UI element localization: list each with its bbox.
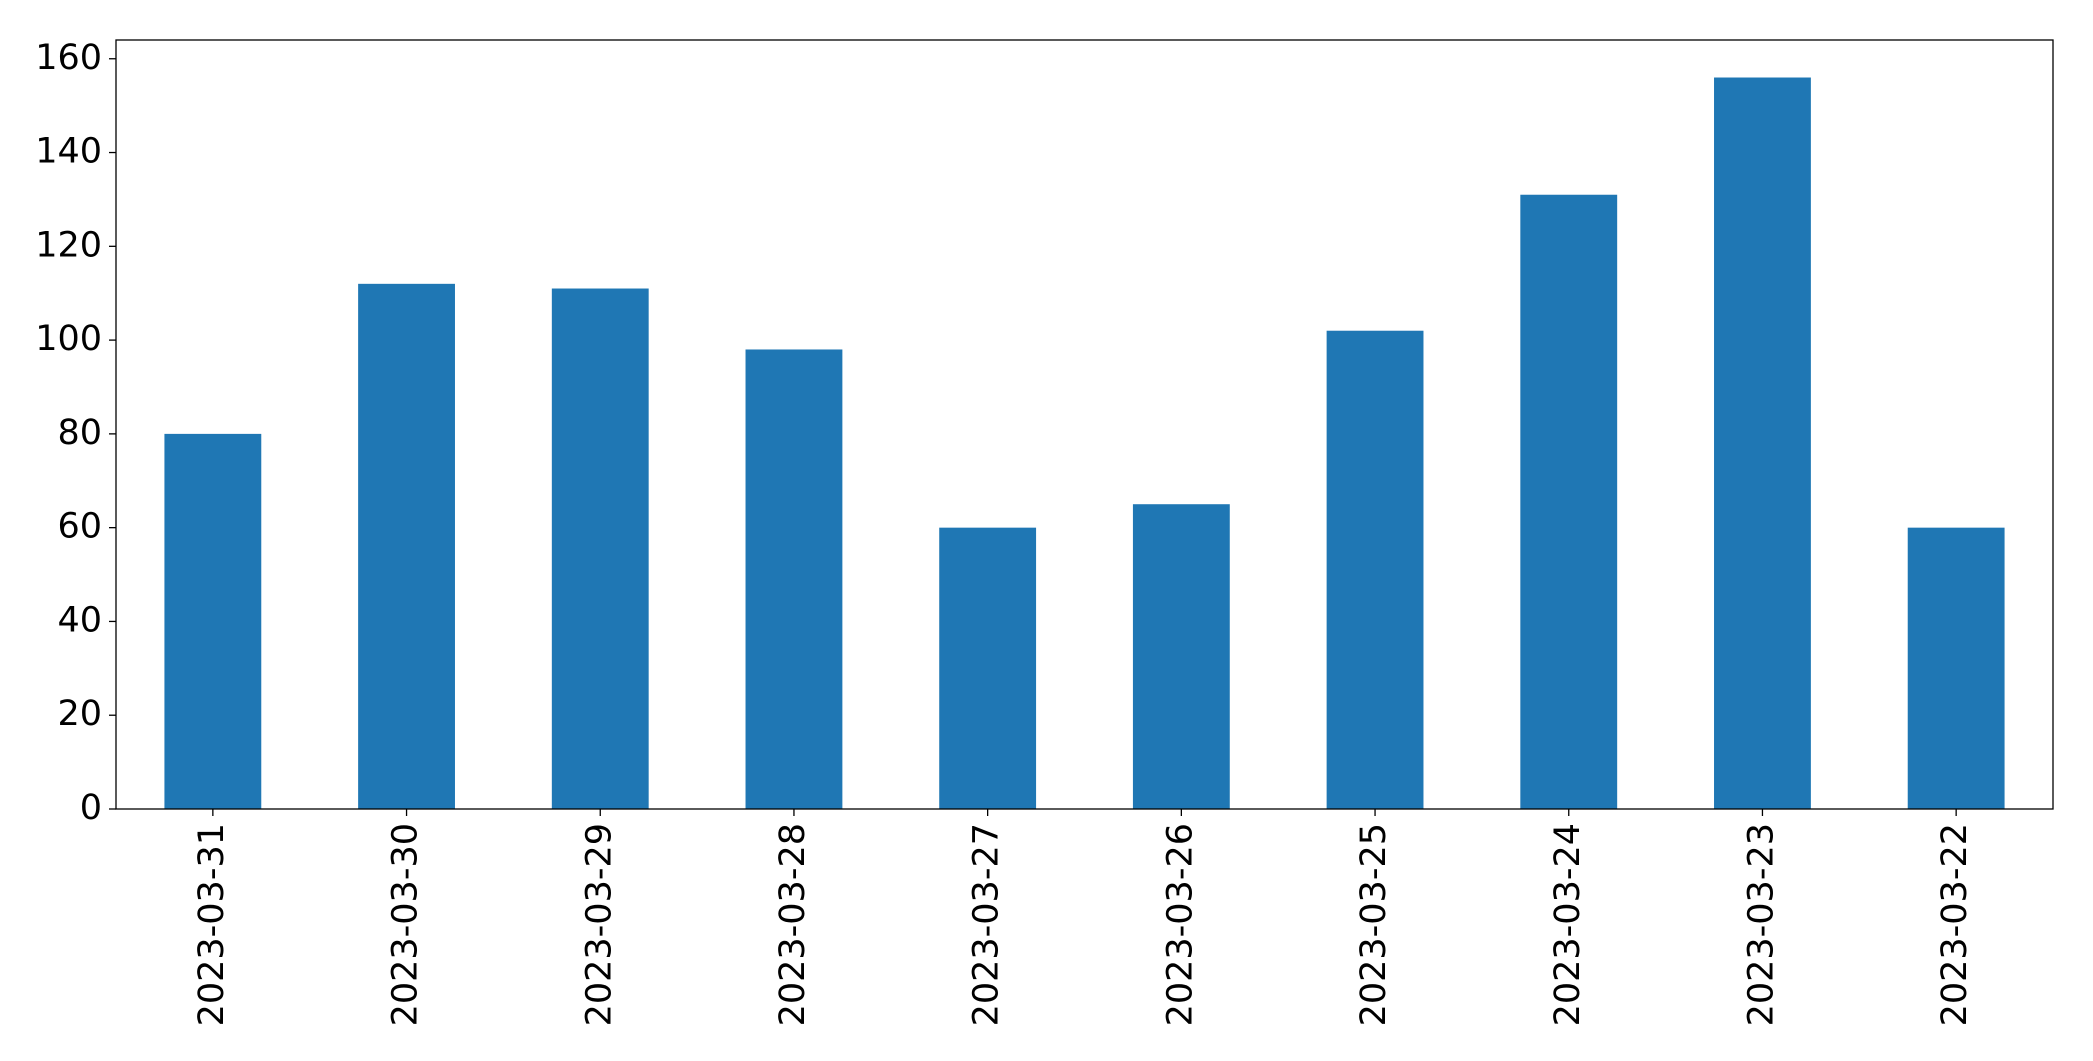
y-tick-label: 60: [57, 507, 102, 547]
bar: [551, 288, 649, 809]
x-tick-label: 2023-03-27: [967, 823, 1007, 1026]
axes-frame: [115, 39, 2054, 810]
x-tick-label: 2023-03-28: [773, 823, 813, 1026]
bar: [1907, 527, 2005, 809]
bar: [1714, 77, 1811, 809]
y-tick-label: 140: [35, 132, 102, 172]
y-tick-label: 100: [35, 319, 102, 359]
x-tick-label: 2023-03-23: [1741, 823, 1781, 1026]
y-tick-label: 0: [80, 788, 102, 828]
y-tick-label: 40: [57, 600, 102, 640]
y-tick-label: 80: [57, 413, 102, 453]
bar: [1520, 194, 1618, 810]
x-tick-label: 2023-03-26: [1160, 823, 1200, 1026]
x-tick-label: 2023-03-22: [1935, 823, 1975, 1026]
bar: [939, 527, 1037, 809]
x-tick-label: 2023-03-24: [1548, 823, 1588, 1026]
bar: [745, 349, 843, 809]
bar: [164, 433, 262, 809]
bar: [358, 283, 455, 810]
bar: [1132, 504, 1230, 809]
y-tick-label: 20: [57, 694, 102, 734]
y-tick-label: 160: [35, 38, 102, 78]
x-tick-label: 2023-03-29: [579, 823, 619, 1026]
x-tick-label: 2023-03-25: [1354, 823, 1394, 1026]
y-tick-label: 120: [35, 225, 102, 265]
bar: [1326, 330, 1424, 809]
x-tick-label: 2023-03-31: [192, 823, 232, 1026]
x-tick-label: 2023-03-30: [386, 823, 426, 1026]
